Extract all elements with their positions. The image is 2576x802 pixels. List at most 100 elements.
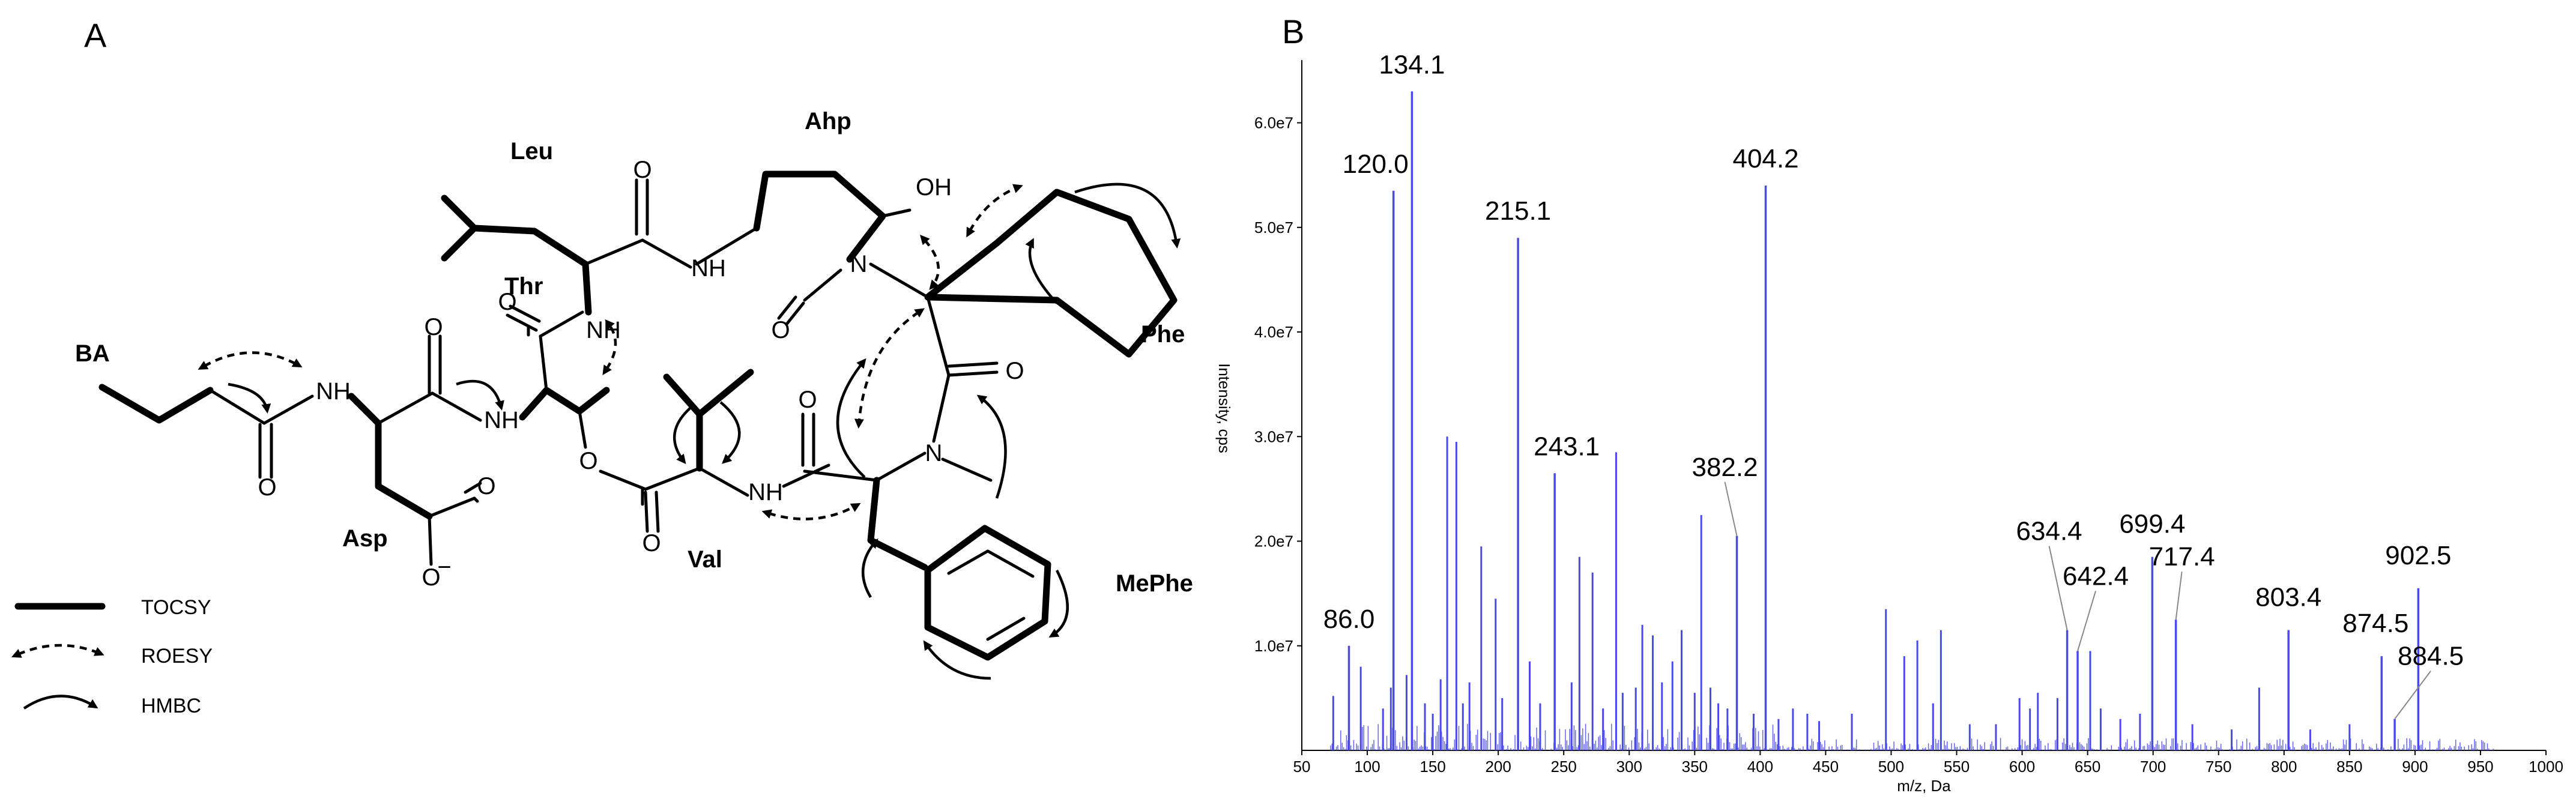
y-tick-label: 1.0e7	[1254, 637, 1293, 655]
ahp-hydroxyl: OH	[916, 174, 952, 200]
x-tick-label: 900	[2402, 758, 2428, 776]
y-axis-title: Intensity, cps	[1215, 363, 1233, 453]
y-tick-label: 3.0e7	[1254, 427, 1293, 445]
peak-label: 634.4	[2016, 517, 2082, 546]
peak-label-leader	[2077, 591, 2097, 651]
spectrum-noise	[1330, 723, 2494, 750]
peak-label-leader	[2048, 546, 2068, 630]
peak-label: 134.1	[1379, 50, 1445, 79]
residue-asp: Asp	[342, 525, 388, 552]
y-tick-label: 6.0e7	[1254, 114, 1293, 132]
hmbc-correlations	[228, 182, 1181, 680]
asp-side-chain-oxygen: O	[477, 473, 495, 499]
x-tick-label: 550	[1944, 758, 1970, 776]
legend-roesy-label: ROESY	[141, 645, 213, 668]
peak-label: 120.0	[1343, 149, 1409, 179]
residue-val: Val	[688, 546, 722, 573]
mephe-tocsy-chain	[867, 477, 928, 571]
x-tick-label: 500	[1878, 758, 1904, 776]
peak-label: 642.4	[2063, 561, 2129, 591]
thr-amide-nh: NH	[484, 407, 519, 433]
phe-carbonyl-oxygen: O	[1005, 358, 1024, 384]
asp-tocsy	[348, 393, 433, 520]
legend-roesy-swatch	[11, 644, 104, 658]
residue-ba: BA	[75, 340, 110, 367]
thr-ester-oxygen: O	[579, 448, 597, 474]
residue-ahp: Ahp	[805, 108, 851, 134]
x-tick-label: 350	[1682, 758, 1708, 776]
peak-label: 243.1	[1534, 432, 1600, 461]
legend: TOCSY ROESY HMBC	[11, 596, 213, 717]
y-tick-label: 5.0e7	[1254, 219, 1293, 237]
val-amide-nh: NH	[748, 479, 783, 505]
roesy-correlations	[198, 184, 1023, 520]
leu-tocsy	[441, 194, 592, 316]
x-tick-label: 100	[1354, 758, 1380, 776]
peak-label: 699.4	[2119, 510, 2185, 539]
x-tick-label: 450	[1813, 758, 1839, 776]
x-axis-title: m/z, Da	[1897, 777, 1951, 795]
panel-b-label: B	[1282, 13, 1304, 50]
val-tocsy	[663, 369, 754, 472]
peak-label-leader	[2175, 571, 2183, 620]
ba-carbonyl-oxygen: O	[258, 474, 276, 501]
mephe-n: N	[925, 440, 943, 466]
peak-label-leader	[1724, 481, 1738, 537]
x-tick-label: 250	[1551, 758, 1577, 776]
val-amide-carbonyl-oxygen: O	[798, 387, 817, 413]
peak-label: 874.5	[2342, 609, 2408, 638]
ba-amide-nh: NH	[316, 378, 351, 405]
ba-carbonyl-bond	[208, 388, 266, 425]
residue-mephe: MePhe	[1116, 570, 1193, 597]
panel-b-chart: B 86.0 120.0 134.1 215.1 243.1 382.2 404.2 634.…	[1215, 13, 2563, 795]
legend-hmbc-swatch	[23, 695, 98, 710]
thr-tocsy	[519, 387, 610, 421]
peak-labels: 86.0 120.0 134.1 215.1 243.1 382.2 404.2 634.4 6…	[1323, 50, 2464, 720]
panel-a-label: A	[84, 16, 107, 54]
asp-carboxylate-charge: −	[437, 554, 451, 580]
x-tick-label: 300	[1616, 758, 1642, 776]
x-tick-label: 150	[1420, 758, 1445, 776]
panel-a-diagram: A O NH O NH O O − O NH O	[11, 16, 1193, 717]
phe-tocsy	[924, 188, 1178, 358]
residue-thr: Thr	[504, 273, 543, 300]
peak-label: 884.5	[2398, 642, 2464, 671]
legend-hmbc-label: HMBC	[141, 695, 201, 717]
y-tick-label: 2.0e7	[1254, 532, 1293, 550]
mephe-ring-tocsy	[924, 525, 1051, 661]
asp-carbonyl-oxygen: O	[424, 314, 443, 340]
asp-carboxylate-oxygen: O	[422, 564, 440, 591]
x-tick-label: 650	[2075, 758, 2100, 776]
peak-label: 717.4	[2149, 542, 2215, 571]
peak-label: 902.5	[2385, 541, 2451, 570]
noise-trace	[1330, 723, 2494, 750]
x-tick-label: 200	[1485, 758, 1511, 776]
x-tick-label: 950	[2467, 758, 2493, 776]
thr-carbonyl-oxygen: O	[498, 289, 516, 315]
spectrum-peaks	[1332, 91, 2420, 750]
x-tick-label: 750	[2206, 758, 2231, 776]
ahp-amide-nh: NH	[691, 255, 726, 282]
x-tick-label: 1000	[2529, 758, 2563, 776]
peak-label: 86.0	[1323, 605, 1375, 634]
x-tick-label: 600	[2009, 758, 2035, 776]
ba-chain-tocsy	[98, 384, 214, 424]
peak-label: 215.1	[1485, 196, 1551, 226]
x-tick-labels: 50 100 150 200 250 300 350 400 450 500 550 600 650 70…	[1293, 750, 2563, 776]
residue-phe: Phe	[1141, 321, 1185, 348]
peak-label: 382.2	[1692, 453, 1758, 482]
val-carbonyl-oxygen: O	[642, 530, 661, 556]
x-tick-label: 850	[2336, 758, 2362, 776]
residue-leu: Leu	[510, 138, 553, 164]
leu-carbonyl-oxygen: O	[633, 157, 652, 183]
x-tick-label: 700	[2140, 758, 2166, 776]
legend-tocsy-label: TOCSY	[141, 596, 211, 619]
mass-spectrum-plot: 86.0 120.0 134.1 215.1 243.1 382.2 404.2 634.4 6…	[1254, 50, 2563, 776]
peak-label: 404.2	[1732, 144, 1798, 173]
ahp-tocsy	[753, 170, 886, 263]
peak-label-leader	[2394, 671, 2431, 720]
x-tick-label: 400	[1747, 758, 1773, 776]
peak-label: 803.4	[2255, 583, 2321, 612]
